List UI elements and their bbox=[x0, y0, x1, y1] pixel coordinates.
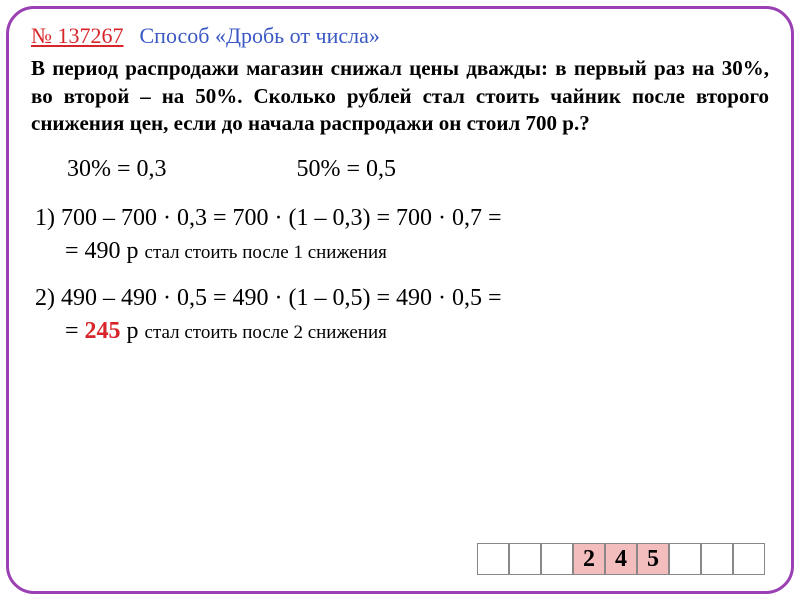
step-2-line: 2) 490 – 490 · 0,5 = 490 · (1 – 0,5) = 4… bbox=[35, 285, 769, 312]
answer-cell bbox=[541, 543, 573, 575]
answer-cell bbox=[733, 543, 765, 575]
answer-cell bbox=[477, 543, 509, 575]
step-2-value: 245 bbox=[85, 318, 121, 344]
step-1-note: стал стоить после 1 снижения bbox=[145, 242, 387, 263]
answer-cell bbox=[509, 543, 541, 575]
task-number: № 137267 bbox=[31, 23, 124, 49]
problem-text: В период распродажи магазин снижал цены … bbox=[31, 55, 769, 138]
step-1-value: 490 bbox=[85, 238, 121, 264]
answer-cell bbox=[701, 543, 733, 575]
hidden-controls-area bbox=[35, 543, 125, 575]
answer-box: 2 4 5 bbox=[477, 543, 765, 575]
step-2-prefix: = bbox=[65, 318, 85, 344]
step-1-suffix: р bbox=[121, 238, 145, 264]
step-1-line: 1) 700 – 700 · 0,3 = 700 · (1 – 0,3) = 7… bbox=[35, 205, 769, 232]
step-1-result: = 490 р стал стоить после 1 снижения bbox=[65, 238, 769, 265]
conversion-1: 30% = 0,3 bbox=[67, 156, 167, 183]
step-2-result: = 245 р стал стоить после 2 снижения bbox=[65, 318, 769, 345]
answer-cell: 5 bbox=[637, 543, 669, 575]
answer-cell: 2 bbox=[573, 543, 605, 575]
math-card: № 137267 Способ «Дробь от числа» В перио… bbox=[6, 6, 794, 594]
conversions: 30% = 0,3 50% = 0,5 bbox=[67, 156, 769, 183]
step-2-note: стал стоить после 2 снижения bbox=[145, 322, 387, 343]
step-2-suffix: р bbox=[121, 318, 145, 344]
step-1-prefix: = bbox=[65, 238, 85, 264]
answer-cell bbox=[669, 543, 701, 575]
conversion-2: 50% = 0,5 bbox=[297, 156, 397, 183]
header: № 137267 Способ «Дробь от числа» bbox=[31, 23, 769, 49]
answer-cell: 4 bbox=[605, 543, 637, 575]
method-title: Способ «Дробь от числа» bbox=[140, 23, 380, 49]
